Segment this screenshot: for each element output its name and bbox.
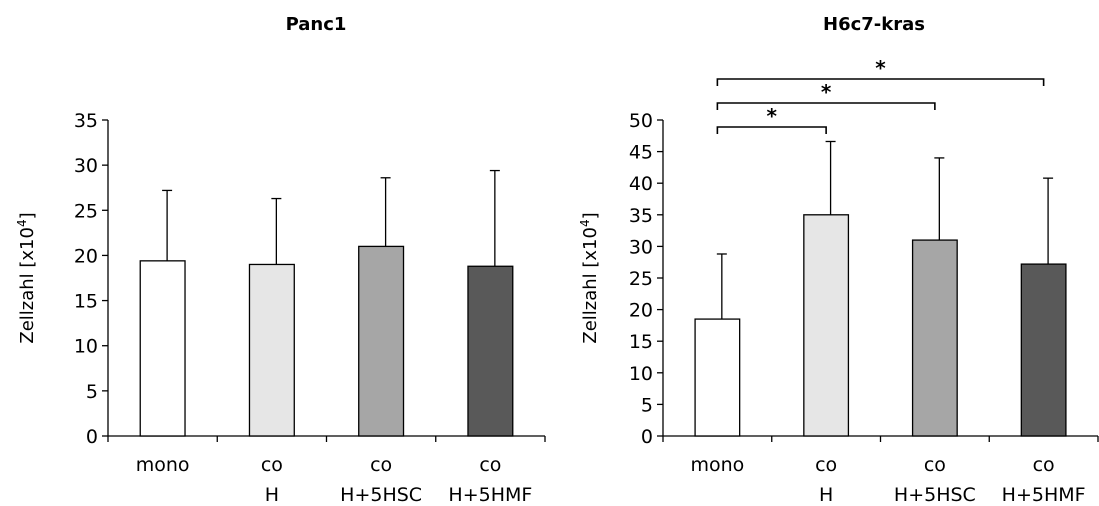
y-tick-label: 30 — [629, 236, 653, 258]
bar-1 — [694, 318, 741, 437]
y-axis-label-exponent: 4 — [15, 219, 29, 227]
y-axis-label-close: ] — [17, 212, 38, 219]
y-axis-label-exponent: 4 — [578, 219, 592, 227]
y-tick-label: 20 — [629, 300, 653, 322]
bar-3 — [911, 239, 958, 437]
bar-3 — [358, 245, 405, 437]
significance-bracket-2 — [716, 102, 936, 110]
x-category-label: co — [924, 454, 946, 476]
y-tick-label: 15 — [629, 331, 653, 353]
bar-4 — [1020, 263, 1067, 437]
x-category-label: co — [261, 454, 283, 476]
y-tick-label: 10 — [74, 336, 98, 358]
y-axis-label-text: Zellzahl [x10 — [17, 227, 38, 344]
significance-bracket-1 — [716, 126, 827, 134]
y-axis-label-close: ] — [580, 212, 601, 219]
x-category-label: co — [1033, 454, 1055, 476]
y-axis-label-text: Zellzahl [x10 — [580, 227, 601, 344]
y-tick-label: 40 — [629, 173, 653, 195]
y-tick-label: 0 — [641, 426, 653, 448]
y-tick-label: 35 — [629, 205, 653, 227]
x-category-label: mono — [690, 454, 744, 476]
y-tick-label: 45 — [629, 142, 653, 164]
bar-2 — [248, 263, 295, 437]
y-tick-label: 35 — [74, 110, 98, 132]
chart-panel-2: H6c7-kras Zellzahl [x104] 0 5 10 15 20 25 30 35 40… — [578, 14, 1099, 506]
x-category-label: H — [265, 484, 279, 506]
y-tick-label: 0 — [86, 426, 98, 448]
x-category-label: co — [479, 454, 501, 476]
chart-title: Panc1 — [286, 14, 347, 35]
x-category-label: co — [370, 454, 392, 476]
chart-title: H6c7-kras — [823, 14, 925, 35]
bar-4 — [467, 265, 514, 437]
x-category-label: mono — [136, 454, 190, 476]
x-category-label: H — [819, 484, 833, 506]
y-axis-label: Zellzahl [x104] — [15, 212, 38, 343]
y-tick-label: 50 — [629, 110, 653, 132]
x-category-label: H+5HMF — [1002, 484, 1086, 506]
y-tick-label: 10 — [629, 363, 653, 385]
significance-star-2: * — [821, 80, 832, 104]
x-category-label: H+5HSC — [894, 484, 976, 506]
x-category-label: co — [815, 454, 837, 476]
y-tick-label: 15 — [74, 291, 98, 313]
significance-star-3: * — [875, 56, 886, 80]
x-category-label: H+5HSC — [340, 484, 422, 506]
significance-bracket-3 — [716, 78, 1045, 86]
bar-2 — [803, 214, 850, 437]
x-category-label: H+5HMF — [448, 484, 532, 506]
y-tick-label: 25 — [74, 200, 98, 222]
bar-1 — [139, 260, 186, 437]
y-tick-label: 20 — [74, 245, 98, 267]
y-tick-label: 30 — [74, 155, 98, 177]
y-tick-label: 5 — [641, 394, 653, 416]
y-axis-label: Zellzahl [x104] — [578, 212, 601, 343]
y-tick-label: 5 — [86, 381, 98, 403]
chart-panel-1: Panc1 Zellzahl [x104] 0 5 10 15 20 25 30 35 mono co… — [15, 14, 546, 506]
y-tick-label: 25 — [629, 268, 653, 290]
significance-star-1: * — [767, 104, 778, 128]
